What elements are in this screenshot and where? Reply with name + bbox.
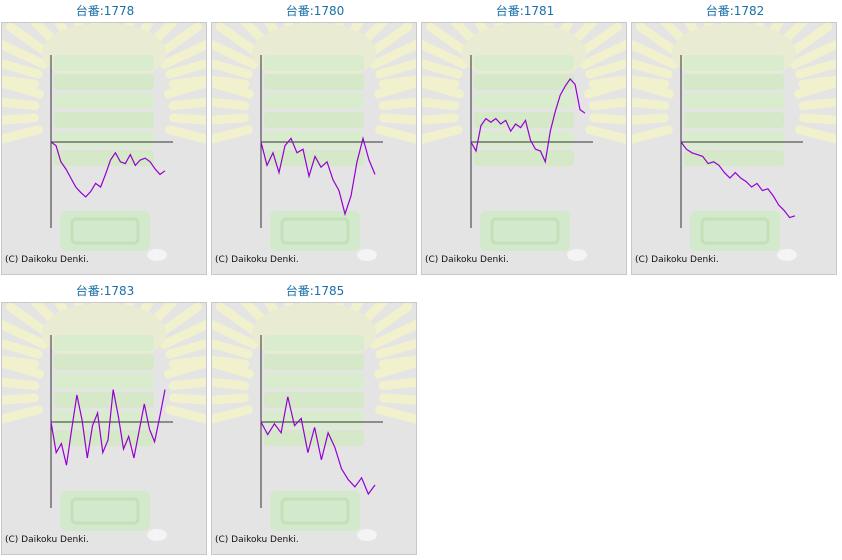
slump-graph [422, 23, 626, 261]
slump-graph-panel: (C) Daikoku Denki. [211, 22, 417, 275]
series-line [470, 78, 586, 164]
slump-graph-panel: (C) Daikoku Denki. [421, 22, 627, 275]
slump-graph [212, 23, 416, 261]
slump-graph [2, 23, 206, 261]
slump-graph [212, 303, 416, 541]
background-illustration [212, 303, 416, 541]
copyright-text: (C) Daikoku Denki. [215, 255, 299, 265]
machine-number-link[interactable]: 台番:1780 [285, 4, 345, 18]
copyright-text: (C) Daikoku Denki. [5, 255, 89, 265]
copyright-text: (C) Daikoku Denki. [635, 255, 719, 265]
machine-cell: 台番:1783 (C) Daikoku Denki. [0, 280, 210, 555]
background-illustration [632, 23, 836, 261]
copyright-text: (C) Daikoku Denki. [425, 255, 509, 265]
slump-graph [2, 303, 206, 541]
background-illustration [2, 303, 206, 541]
machine-cell: 台番:1781 (C) Daikoku Denki. [420, 0, 630, 275]
background-illustration [212, 23, 416, 261]
slump-graph-panel: (C) Daikoku Denki. [1, 22, 207, 275]
slump-graph [632, 23, 836, 261]
background-illustration [422, 23, 626, 261]
machine-cell: 台番:1780 (C) Daikoku Denki. [210, 0, 420, 275]
copyright-text: (C) Daikoku Denki. [215, 535, 299, 545]
machine-cell: 台番:1778 (C) Daikoku Denki. [0, 0, 210, 275]
slump-graph-panel: (C) Daikoku Denki. [631, 22, 837, 275]
machine-number-link[interactable]: 台番:1781 [495, 4, 555, 18]
series-line [50, 389, 166, 466]
machine-number-link[interactable]: 台番:1783 [75, 284, 135, 298]
machine-number-link[interactable]: 台番:1782 [705, 4, 765, 18]
machine-cell: 台番:1785 (C) Daikoku Denki. [210, 280, 420, 555]
slump-graph-panel: (C) Daikoku Denki. [1, 302, 207, 555]
series-line [50, 141, 166, 198]
background-illustration [2, 23, 206, 261]
machine-cell: 台番:1782 (C) Daikoku Denki. [630, 0, 840, 275]
series-line [680, 141, 796, 219]
series-line [260, 396, 376, 496]
machine-number-link[interactable]: 台番:1785 [285, 284, 345, 298]
series-line [260, 136, 376, 217]
copyright-text: (C) Daikoku Denki. [5, 535, 89, 545]
slump-graph-panel: (C) Daikoku Denki. [211, 302, 417, 555]
machine-number-link[interactable]: 台番:1778 [75, 4, 135, 18]
